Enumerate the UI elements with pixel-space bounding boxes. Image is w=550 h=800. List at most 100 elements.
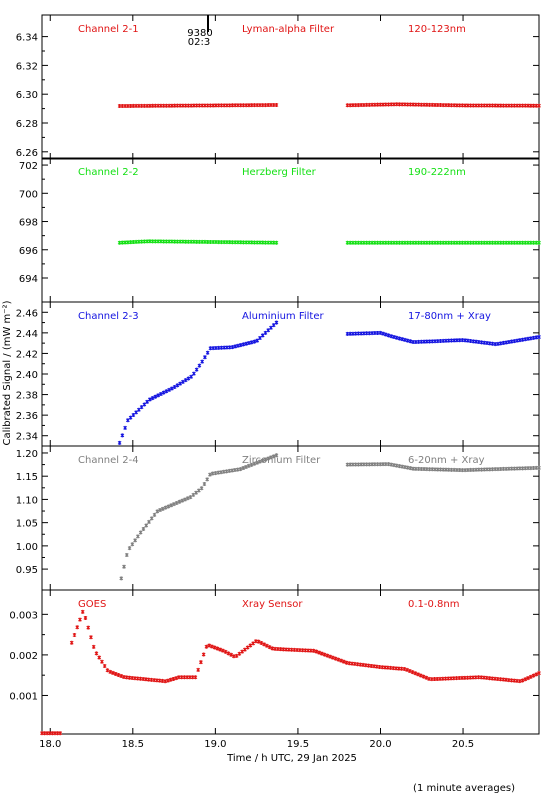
series-points xyxy=(117,239,541,245)
event-label-1: 9380 xyxy=(187,28,212,39)
filter-label: Aluminium Filter xyxy=(242,311,325,322)
data-point xyxy=(490,676,495,681)
data-point xyxy=(127,675,132,680)
data-point xyxy=(487,676,492,681)
data-point xyxy=(80,609,85,614)
data-point xyxy=(237,651,242,656)
data-point xyxy=(235,467,240,472)
data-point xyxy=(152,678,157,683)
data-point xyxy=(507,103,511,108)
data-point xyxy=(534,240,539,245)
averaging-note: (1 minute averages) xyxy=(413,783,515,794)
data-point xyxy=(102,663,107,668)
data-point xyxy=(476,340,481,345)
data-point xyxy=(168,677,173,682)
panel-frame xyxy=(41,301,540,447)
chart-panels: 6.26 6.28 6.30 6.32 6.34 Channel 2-1 Lyman-alp… xyxy=(9,14,541,750)
data-point xyxy=(427,240,432,245)
y-tick-label: 1.00 xyxy=(16,542,38,553)
data-point xyxy=(157,678,162,683)
data-point xyxy=(455,240,459,245)
data-point xyxy=(138,530,143,535)
data-point xyxy=(474,339,478,344)
x-tick-label: 19.0 xyxy=(204,739,226,750)
y-tick-label: 0.002 xyxy=(9,651,38,662)
data-point xyxy=(403,102,407,107)
data-point xyxy=(328,654,332,659)
y-tick-label: 2.40 xyxy=(16,370,38,381)
filter-label: Lyman-alpha Filter xyxy=(242,24,335,35)
data-point xyxy=(446,240,451,245)
data-point xyxy=(378,330,383,335)
data-point xyxy=(471,240,476,245)
data-point xyxy=(247,103,251,108)
data-point xyxy=(149,677,154,682)
data-point xyxy=(170,239,174,244)
data-point xyxy=(260,333,265,338)
y-tick-label: 6.32 xyxy=(16,61,38,72)
data-point xyxy=(210,644,214,649)
data-point xyxy=(260,240,265,245)
data-point xyxy=(194,367,199,372)
data-point xyxy=(479,675,484,680)
data-point xyxy=(405,338,410,343)
data-point xyxy=(269,103,273,108)
data-point xyxy=(351,240,355,245)
data-point xyxy=(200,239,205,244)
data-point xyxy=(247,341,251,346)
data-point xyxy=(117,104,122,109)
data-point xyxy=(189,103,194,108)
data-point xyxy=(392,102,396,107)
data-point xyxy=(253,639,258,644)
data-point xyxy=(487,467,492,472)
data-point xyxy=(208,103,213,108)
data-point xyxy=(405,465,410,470)
data-point xyxy=(172,385,177,390)
data-point xyxy=(83,615,88,620)
data-point xyxy=(201,652,206,657)
data-point xyxy=(392,335,396,340)
data-point xyxy=(233,344,238,349)
data-point xyxy=(135,676,140,681)
data-point xyxy=(69,640,74,645)
data-point xyxy=(216,103,221,108)
data-point xyxy=(528,674,533,679)
data-point xyxy=(150,103,155,108)
data-point xyxy=(523,240,528,245)
data-point xyxy=(269,455,273,460)
data-point xyxy=(520,678,525,683)
data-point xyxy=(361,331,366,336)
data-point xyxy=(413,102,418,107)
data-point xyxy=(158,391,163,396)
data-point xyxy=(185,496,190,501)
data-point xyxy=(246,463,251,468)
data-point xyxy=(113,671,118,676)
data-point xyxy=(257,459,262,464)
data-point xyxy=(262,642,267,647)
channel-label: Channel 2-1 xyxy=(78,24,139,35)
data-point xyxy=(222,240,227,245)
data-point xyxy=(441,103,446,108)
data-point xyxy=(172,103,177,108)
data-point xyxy=(526,466,530,471)
data-point xyxy=(134,410,139,415)
data-point xyxy=(422,467,426,472)
data-point xyxy=(424,675,429,680)
data-point xyxy=(274,453,279,458)
y-tick-label: 6.26 xyxy=(16,148,38,159)
data-point xyxy=(116,672,121,677)
data-point xyxy=(78,617,82,622)
data-point xyxy=(413,671,418,676)
data-point xyxy=(476,103,481,108)
data-point xyxy=(356,462,361,467)
data-point xyxy=(471,103,476,108)
data-point xyxy=(400,464,405,469)
data-point xyxy=(361,662,365,667)
data-point xyxy=(205,350,210,355)
data-point xyxy=(381,240,385,245)
panel-frame xyxy=(41,14,540,160)
data-point xyxy=(233,240,238,245)
data-point xyxy=(255,338,260,343)
data-point xyxy=(367,102,372,107)
data-point xyxy=(97,655,102,660)
